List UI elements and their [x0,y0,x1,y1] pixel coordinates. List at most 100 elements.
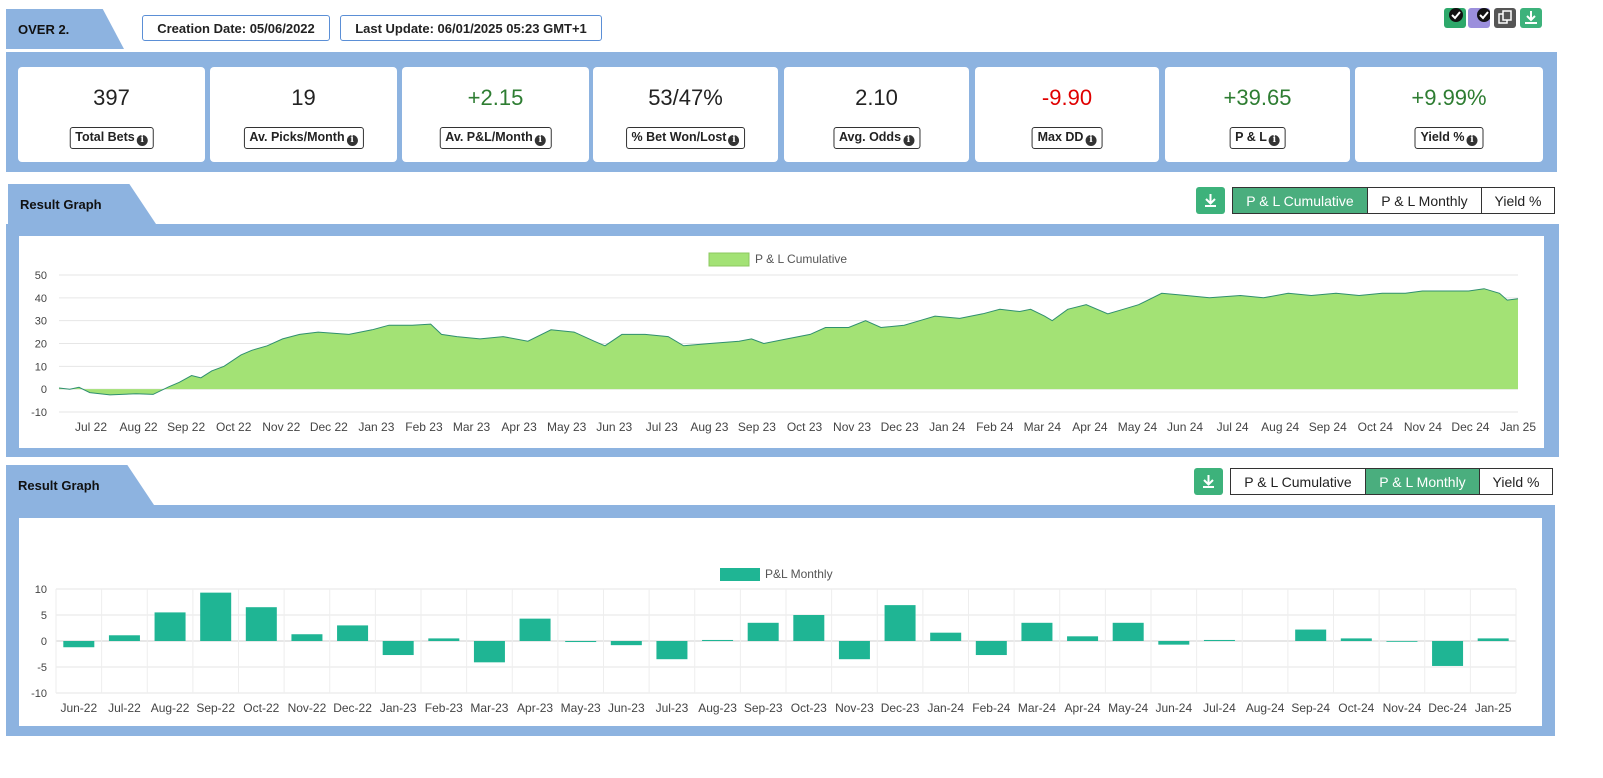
graph2-btn-monthly[interactable]: P & L Monthly [1366,469,1480,494]
stat-label-text: Av. P&L/Month [445,130,533,144]
info-icon[interactable]: i [728,135,740,146]
x-tick-label: Aug 22 [120,420,158,434]
x-tick-label: Mar 23 [453,420,491,434]
bar [610,641,642,646]
x-tick-label: Jul 24 [1217,420,1249,434]
bar [1295,629,1327,641]
graph2-btn-cumulative[interactable]: P & L Cumulative [1231,469,1366,494]
legend-swatch [720,568,760,581]
bar [1067,636,1099,641]
x-tick-label: Oct-24 [1338,701,1374,715]
stat-value: -9.90 [1041,85,1093,110]
bar [245,607,277,641]
monthly-chart: 10 5 0 -5 -10 Jun-22 Jul-22 Aug-22 Sep-22 Oct-22 N… [31,567,1517,715]
bar [108,635,140,641]
stat-label[interactable]: Total Bets i [69,127,154,149]
bar [519,618,551,641]
bar [473,641,505,663]
x-tick-label: Dec-22 [333,701,372,715]
bar [200,592,232,641]
download-graph1-button[interactable] [1196,187,1225,214]
x-tick-label: Jul-24 [1203,701,1236,715]
x-tick-label: Mar-23 [470,701,508,715]
y-tick-label: 0 [41,636,47,648]
x-tick-label: Jan-23 [380,701,417,715]
graph1-btn-yield[interactable]: Yield % [1482,188,1554,213]
cumulative-chart: 50 40 30 20 10 0 -10 Jul 22 Aug 22 Sep 22 Oct 22 No… [31,252,1536,434]
stat-label[interactable]: Av. P&L/Month i [439,127,552,149]
stat-value: +39.65 [1223,85,1292,110]
stat-card: +9.99% Yield % i [1355,67,1543,162]
stat-label[interactable]: Avg. Odds i [832,127,921,149]
info-icon[interactable]: i [346,135,358,146]
y-tick-label: -10 [31,407,47,419]
bar [1158,641,1190,645]
bar [1112,622,1144,641]
stat-label[interactable]: Av. Picks/Month i [243,127,364,149]
info-icon[interactable]: i [534,135,546,146]
info-icon[interactable]: i [1085,135,1097,146]
x-tick-label: Sep 24 [1309,420,1347,434]
legend-swatch [708,252,750,267]
x-tick-label: Nov 24 [1404,420,1442,434]
x-tick-label: Aug 23 [690,420,728,434]
x-tick-label: Aug-22 [151,701,190,715]
stat-label-text: P & L [1235,130,1267,144]
stat-value: 397 [93,85,130,110]
bar [793,615,825,641]
x-tick-label: Sep-24 [1291,701,1330,715]
info-icon[interactable]: i [1466,135,1478,146]
bar [1386,641,1418,642]
x-tick-label: Jun 23 [596,420,632,434]
stat-value: 2.10 [855,85,898,110]
bar [291,634,323,641]
stat-card: 397 Total Bets i [18,67,205,162]
bar [382,641,414,656]
stat-label-text: Total Bets [75,130,135,144]
stat-label[interactable]: Yield % i [1414,127,1484,149]
bar [428,638,460,641]
x-tick-label: May 24 [1118,420,1158,434]
y-tick-label: 50 [35,270,47,282]
x-tick-label: Dec 23 [881,420,919,434]
graph1-btn-cumulative[interactable]: P & L Cumulative [1233,188,1368,213]
download-graph2-button[interactable] [1194,468,1223,495]
check-green-icon[interactable] [1444,8,1466,28]
stat-label[interactable]: Max DD i [1031,127,1103,149]
copy-icon[interactable] [1494,8,1516,28]
creation-date: Creation Date: 05/06/2022 [142,15,330,41]
x-tick-label: Jun-23 [608,701,645,715]
bar [1340,638,1372,641]
x-tick-label: Aug-23 [698,701,737,715]
x-tick-label: Jan-25 [1475,701,1512,715]
bar [63,641,95,648]
x-tick-label: Jul 22 [75,420,107,434]
page-title: OVER 2. [18,21,70,37]
x-tick-label: Sep-23 [744,701,783,715]
stat-label[interactable]: % Bet Won/Lost i [625,127,746,149]
graph1-chart-area: 50 40 30 20 10 0 -10 Jul 22 Aug 22 Sep 22 Oct 22 No… [19,236,1544,448]
x-tick-label: Dec 22 [310,420,348,434]
last-update: Last Update: 06/01/2025 05:23 GMT+1 [340,15,602,41]
x-tick-label: Sep 23 [738,420,776,434]
stat-card: -9.90 Max DD i [975,67,1159,162]
section-title-2: Result Graph [18,477,100,493]
x-tick-label: May 23 [547,420,587,434]
x-tick-label: Feb 23 [405,420,443,434]
info-icon[interactable]: i [1268,135,1280,146]
legend-label: P & L Cumulative [755,252,847,266]
stat-value: +2.15 [467,85,524,110]
stat-label-text: Max DD [1037,130,1084,144]
stat-label-text: Av. Picks/Month [249,130,345,144]
y-tick-label: 10 [35,584,47,596]
check-purple-icon[interactable] [1468,8,1491,28]
graph1-btn-monthly[interactable]: P & L Monthly [1368,188,1482,213]
result-graph-tab-2: Result Graph [6,465,154,505]
graph2-btn-yield[interactable]: Yield % [1480,469,1552,494]
x-tick-label: Feb 24 [976,420,1014,434]
info-icon[interactable]: i [903,135,915,146]
download-icon[interactable] [1520,8,1542,28]
info-icon[interactable]: i [136,135,148,146]
